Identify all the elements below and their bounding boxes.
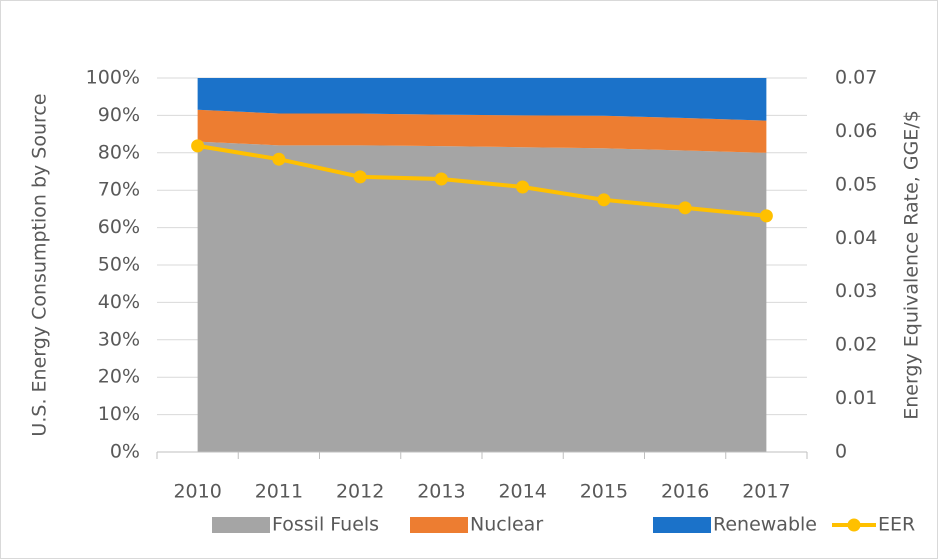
- y2-axis-label: Energy Equivalence Rate, GGE/$: [901, 110, 923, 420]
- line-marker: [434, 172, 448, 186]
- line-marker: [272, 152, 286, 166]
- y2-tick-label: 0.06: [835, 120, 877, 142]
- x-tick-label: 2012: [336, 481, 384, 503]
- x-tick-label: 2015: [580, 481, 628, 503]
- y-tick-label: 0%: [110, 441, 140, 463]
- legend-swatch-marker: [847, 518, 861, 532]
- line-marker: [353, 170, 367, 184]
- y2-tick-label: 0.05: [835, 173, 877, 195]
- y-tick-label: 100%: [86, 67, 140, 89]
- line: [197, 143, 767, 218]
- legend-swatch: [410, 517, 468, 533]
- x-tick-label: 2017: [742, 481, 790, 503]
- y2-tick-label: 0.03: [835, 280, 877, 302]
- line-marker: [597, 193, 611, 207]
- legend-label: Fossil Fuels: [272, 514, 379, 536]
- legend-label: Renewable: [713, 514, 817, 536]
- y-tick-label: 10%: [98, 403, 140, 425]
- y2-tick-label: 0: [835, 441, 847, 463]
- line-marker: [759, 209, 773, 223]
- legend-swatch: [653, 517, 711, 533]
- legend-label: Nuclear: [470, 514, 543, 536]
- y-tick-label: 30%: [98, 328, 140, 350]
- legend-label: EER: [878, 514, 915, 536]
- x-tick-label: 2016: [661, 481, 709, 503]
- y-tick-label: 80%: [98, 141, 140, 163]
- area: [197, 141, 767, 452]
- y-axis-label: U.S. Energy Consumption by Source: [29, 93, 51, 436]
- x-tick-label: 2011: [255, 481, 303, 503]
- y-tick-label: 20%: [98, 366, 140, 388]
- x-tick-label: 2013: [417, 481, 465, 503]
- area: [197, 109, 767, 153]
- y-tick-label: 70%: [98, 179, 140, 201]
- line-marker: [516, 180, 530, 194]
- y2-tick-label: 0.04: [835, 227, 877, 249]
- line-marker: [678, 201, 692, 215]
- y-tick-label: 90%: [98, 104, 140, 126]
- legend-swatch: [212, 517, 270, 533]
- area: [197, 78, 767, 121]
- x-tick-label: 2010: [173, 481, 221, 503]
- y2-tick-label: 0.07: [835, 67, 877, 89]
- y-tick-label: 60%: [98, 216, 140, 238]
- x-tick-label: 2014: [498, 481, 546, 503]
- y2-tick-label: 0.01: [835, 387, 877, 409]
- y-tick-label: 40%: [98, 291, 140, 313]
- y-tick-label: 50%: [98, 254, 140, 276]
- y2-tick-label: 0.02: [835, 334, 877, 356]
- line-marker: [191, 139, 205, 153]
